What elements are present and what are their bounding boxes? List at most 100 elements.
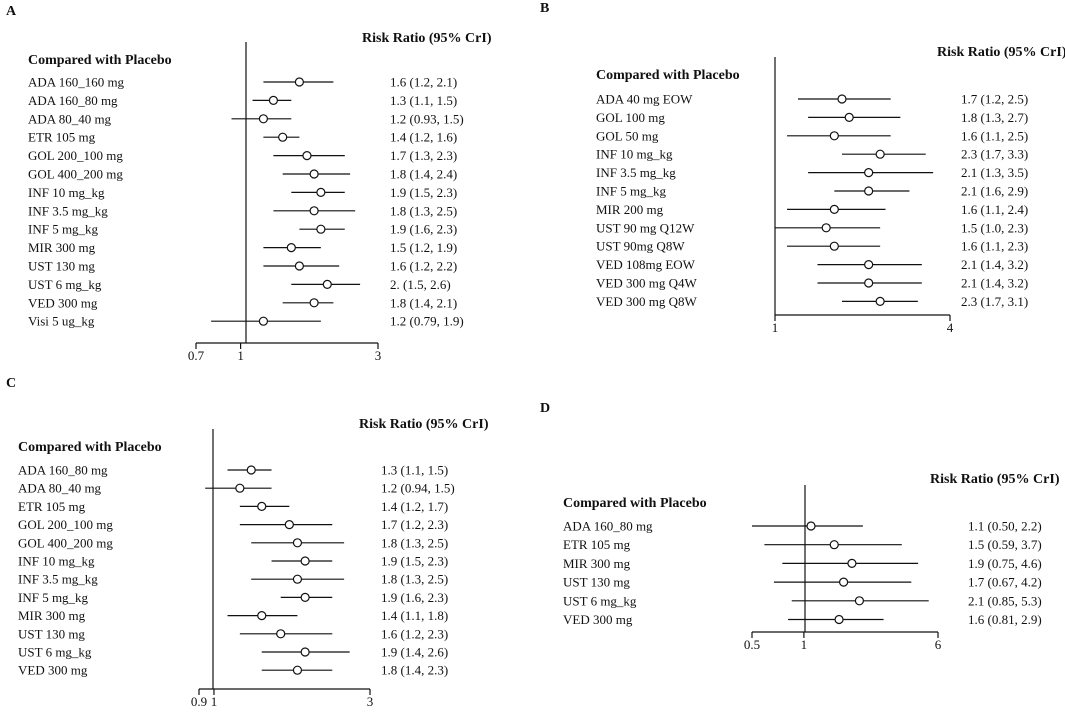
forest-row: UST 6 mg_kg 2. (1.5, 2.6) xyxy=(28,277,451,292)
x-tick-label: 1 xyxy=(237,348,244,363)
forest-row: GOL 400_200 mg 1.8 (1.3, 2.5) xyxy=(18,535,448,550)
risk-ratio-value: 1.6 (1.2, 2.3) xyxy=(381,626,448,641)
treatment-label: GOL 100 mg xyxy=(596,110,665,125)
point-estimate xyxy=(316,187,326,197)
risk-ratio-value: 2.1 (1.3, 3.5) xyxy=(961,165,1028,180)
forest-row: INF 5 mg_kg 1.9 (1.6, 2.3) xyxy=(18,590,448,605)
risk-ratio-value: 1.8 (1.3, 2.5) xyxy=(381,572,448,587)
risk-ratio-value: 1.6 (1.2, 2.2) xyxy=(390,259,457,274)
risk-ratio-value: 1.4 (1.1, 1.8) xyxy=(381,608,448,623)
treatment-label: INF 5 mg_kg xyxy=(28,222,99,237)
forest-row: GOL 200_100 mg 1.7 (1.2, 2.3) xyxy=(18,517,448,532)
risk-ratio-header: Risk Ratio (95% CrI) xyxy=(362,31,492,46)
forest-row: Visi 5 ug_kg 1.2 (0.79, 1.9) xyxy=(28,314,464,329)
point-estimate xyxy=(875,296,885,306)
risk-ratio-header: Risk Ratio (95% CrI) xyxy=(930,472,1060,487)
risk-ratio-value: 1.9 (1.4, 2.6) xyxy=(381,645,448,660)
forest-row: UST 130 mg 1.6 (1.2, 2.2) xyxy=(28,259,457,274)
treatment-label: ETR 105 mg xyxy=(28,130,96,145)
risk-ratio-header: Risk Ratio (95% CrI) xyxy=(359,417,489,432)
forest-row: VED 300 mg Q8W 2.3 (1.7, 3.1) xyxy=(596,294,1028,309)
treatment-label: INF 5 mg_kg xyxy=(18,590,89,605)
point-estimate xyxy=(806,521,816,531)
risk-ratio-value: 2.3 (1.7, 3.3) xyxy=(961,147,1028,162)
risk-ratio-value: 1.6 (1.2, 2.1) xyxy=(390,75,457,90)
forest-row: UST 90 mg Q12W 1.5 (1.0, 2.3) xyxy=(596,220,1028,235)
point-estimate xyxy=(292,574,303,584)
point-estimate xyxy=(864,186,874,196)
forest-row: UST 6 mg_kg 2.1 (0.85, 5.3) xyxy=(563,593,1042,608)
x-tick-label: 1 xyxy=(801,637,808,652)
treatment-label: ADA 40 mg EOW xyxy=(596,92,693,107)
forest-row: INF 3.5 mg_kg 1.8 (1.3, 2.5) xyxy=(28,203,457,218)
point-estimate xyxy=(864,260,874,270)
risk-ratio-value: 1.5 (0.59, 3.7) xyxy=(968,537,1042,552)
point-estimate xyxy=(837,94,847,104)
risk-ratio-value: 1.4 (1.2, 1.6) xyxy=(390,130,457,145)
forest-row: UST 130 mg 1.7 (0.67, 4.2) xyxy=(563,575,1042,590)
point-estimate xyxy=(864,278,874,288)
treatment-label: VED 300 mg xyxy=(28,295,98,310)
point-estimate xyxy=(854,596,865,606)
compared-with-placebo-heading: Compared with Placebo xyxy=(18,440,162,455)
x-tick-label: 1 xyxy=(211,694,218,709)
treatment-label: GOL 400_200 mg xyxy=(28,167,123,182)
panel-letter: A xyxy=(6,4,17,19)
treatment-label: INF 3.5 mg_kg xyxy=(596,165,676,180)
risk-ratio-value: 1.8 (1.4, 2.1) xyxy=(390,295,457,310)
forest-row: ETR 105 mg 1.4 (1.2, 1.6) xyxy=(28,130,457,145)
point-estimate xyxy=(278,132,288,142)
risk-ratio-value: 1.8 (1.3, 2.5) xyxy=(390,203,457,218)
x-tick-label: 0.9 xyxy=(191,694,207,709)
compared-with-placebo-heading: Compared with Placebo xyxy=(563,496,707,511)
x-tick-label: 3 xyxy=(375,348,382,363)
risk-ratio-value: 2.1 (1.6, 2.9) xyxy=(961,184,1028,199)
forest-row: ETR 105 mg 1.5 (0.59, 3.7) xyxy=(563,537,1042,552)
point-estimate xyxy=(258,114,269,124)
risk-ratio-value: 1.9 (1.5, 2.3) xyxy=(381,554,448,569)
point-estimate xyxy=(847,558,857,569)
point-estimate xyxy=(258,316,269,326)
risk-ratio-value: 1.9 (1.6, 2.3) xyxy=(390,222,457,237)
forest-row: ADA 40 mg EOW 1.7 (1.2, 2.5) xyxy=(596,92,1028,107)
treatment-label: MIR 300 mg xyxy=(18,608,86,623)
forest-row: ADA 160_80 mg 1.3 (1.1, 1.5) xyxy=(28,93,457,108)
point-estimate xyxy=(875,149,885,159)
panel-letter: C xyxy=(6,376,16,391)
risk-ratio-value: 1.6 (1.1, 2.5) xyxy=(961,128,1028,143)
forest-row: GOL 400_200 mg 1.8 (1.4, 2.4) xyxy=(28,167,457,182)
risk-ratio-value: 1.5 (1.2, 1.9) xyxy=(390,240,457,255)
treatment-label: UST 130 mg xyxy=(18,626,85,641)
forest-row: MIR 300 mg 1.9 (0.75, 4.6) xyxy=(563,556,1042,571)
forest-row: UST 90mg Q8W 1.6 (1.1, 2.3) xyxy=(596,239,1028,254)
treatment-label: MIR 300 mg xyxy=(28,240,96,255)
point-estimate xyxy=(316,224,326,234)
forest-row: UST 130 mg 1.6 (1.2, 2.3) xyxy=(18,626,448,641)
risk-ratio-value: 1.9 (1.6, 2.3) xyxy=(381,590,448,605)
risk-ratio-value: 1.8 (1.3, 2.7) xyxy=(961,110,1028,125)
point-estimate xyxy=(839,577,849,587)
point-estimate xyxy=(257,501,267,511)
risk-ratio-value: 2.1 (1.4, 3.2) xyxy=(961,257,1028,272)
risk-ratio-value: 1.9 (0.75, 4.6) xyxy=(968,556,1042,571)
x-tick-label: 4 xyxy=(947,320,954,335)
point-estimate xyxy=(286,243,296,253)
point-estimate xyxy=(246,465,256,475)
x-tick-label: 6 xyxy=(935,637,942,652)
treatment-label: VED 300 mg Q8W xyxy=(596,294,697,309)
forest-row: VED 300 mg 1.8 (1.4, 2.1) xyxy=(28,295,457,310)
compared-with-placebo-heading: Compared with Placebo xyxy=(28,53,172,68)
risk-ratio-value: 1.8 (1.4, 2.3) xyxy=(381,663,448,678)
forest-row: UST 6 mg_kg 1.9 (1.4, 2.6) xyxy=(18,645,448,660)
risk-ratio-value: 1.6 (1.1, 2.3) xyxy=(961,239,1028,254)
risk-ratio-value: 1.7 (1.2, 2.3) xyxy=(381,517,448,532)
forest-row: INF 10 mg_kg 2.3 (1.7, 3.3) xyxy=(596,147,1028,162)
treatment-label: INF 3.5 mg_kg xyxy=(28,203,108,218)
treatment-label: ADA 160_160 mg xyxy=(28,75,125,90)
x-tick-label: 1 xyxy=(772,320,779,335)
treatment-label: GOL 400_200 mg xyxy=(18,535,113,550)
treatment-label: INF 5 mg_kg xyxy=(596,184,667,199)
treatment-label: VED 300 mg Q4W xyxy=(596,276,697,291)
treatment-label: ADA 80_40 mg xyxy=(28,111,112,126)
treatment-label: GOL 200_100 mg xyxy=(28,148,123,163)
